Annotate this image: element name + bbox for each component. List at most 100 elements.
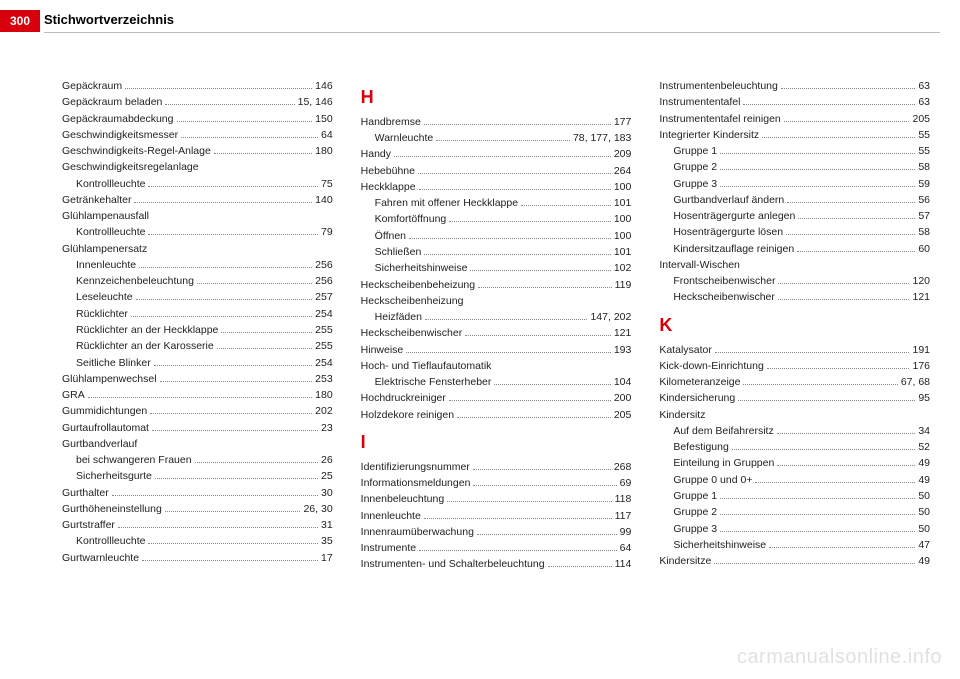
- leader-dots: [139, 267, 312, 268]
- index-entry-page: 25: [321, 468, 333, 484]
- index-subentry: Gruppe 0 und 0+49: [659, 472, 930, 488]
- leader-dots: [136, 299, 313, 300]
- index-entry-label: Befestigung: [673, 439, 728, 455]
- index-heading: Kindersitz: [659, 407, 930, 423]
- index-entry-page: 47: [918, 537, 930, 553]
- index-entry-label: Gurthöheneinstellung: [62, 501, 162, 517]
- index-entry-label: Geschwindigkeitsmesser: [62, 127, 178, 143]
- index-entry-label: Katalysator: [659, 342, 712, 358]
- leader-dots: [473, 469, 611, 470]
- index-entry-page: 23: [321, 420, 333, 436]
- index-entry-page: 117: [615, 508, 632, 524]
- index-entry-label: Gurthalter: [62, 485, 109, 501]
- leader-dots: [548, 566, 612, 567]
- leader-dots: [195, 462, 318, 463]
- index-entry-page: 205: [614, 407, 632, 423]
- leader-dots: [125, 88, 312, 89]
- leader-dots: [418, 173, 611, 174]
- index-entry: Katalysator191: [659, 342, 930, 358]
- index-entry-page: 75: [321, 176, 333, 192]
- page-number: 300: [10, 14, 30, 28]
- index-entry-page: 31: [321, 517, 333, 533]
- index-entry-label: Identifizierungsnummer: [361, 459, 470, 475]
- index-subentry: Warnleuchte78, 177, 183: [361, 130, 632, 146]
- index-entry-label: bei schwangeren Frauen: [76, 452, 192, 468]
- leader-dots: [720, 153, 915, 154]
- index-entry-label: Innenleuchte: [361, 508, 421, 524]
- leader-dots: [424, 254, 610, 255]
- leader-dots: [743, 384, 897, 385]
- index-subentry: Öffnen100: [361, 228, 632, 244]
- index-entry-label: Holzdekore reinigen: [361, 407, 454, 423]
- index-subentry: Gruppe 258: [659, 159, 930, 175]
- index-subentry: Kontrollleuchte75: [62, 176, 333, 192]
- leader-dots: [457, 417, 611, 418]
- index-entry-label: Kontrollleuchte: [76, 224, 145, 240]
- index-entry-label: Kick-down-Einrichtung: [659, 358, 763, 374]
- index-entry-label: Leseleuchte: [76, 289, 133, 305]
- index-entry-page: 268: [614, 459, 632, 475]
- index-entry-label: Innenleuchte: [76, 257, 136, 273]
- leader-dots: [797, 251, 915, 252]
- index-subentry: Seitliche Blinker 254: [62, 355, 333, 371]
- leader-dots: [473, 485, 616, 486]
- index-entry-label: Gruppe 1: [673, 488, 717, 504]
- index-entry-label: Gurtstraffer: [62, 517, 115, 533]
- index-entry-page: 58: [918, 224, 930, 240]
- index-entry: Gurthalter30: [62, 485, 333, 501]
- index-entry-page: 26, 30: [303, 501, 332, 517]
- index-entry: Getränkehalter140: [62, 192, 333, 208]
- index-subentry: Fahren mit offener Heckklappe101: [361, 195, 632, 211]
- index-entry: Gurtaufrollautomat23: [62, 420, 333, 436]
- leader-dots: [424, 124, 611, 125]
- leader-dots: [197, 283, 312, 284]
- index-entry-label: Kennzeichenbeleuchtung: [76, 273, 194, 289]
- index-column-1: Gepäckraum146Gepäckraum beladen15, 146Ge…: [62, 78, 333, 649]
- index-subentry: Schließen101: [361, 244, 632, 260]
- index-entry-page: 79: [321, 224, 333, 240]
- index-entry-label: Elektrische Fensterheber: [375, 374, 492, 390]
- index-subentry: Sicherheitshinweise102: [361, 260, 632, 276]
- leader-dots: [148, 186, 318, 187]
- index-subentry: Gruppe 350: [659, 521, 930, 537]
- leader-dots: [419, 189, 611, 190]
- index-columns: Gepäckraum146Gepäckraum beladen15, 146Ge…: [62, 78, 930, 649]
- index-entry: Informationsmeldungen69: [361, 475, 632, 491]
- index-entry-page: 57: [918, 208, 930, 224]
- leader-dots: [217, 348, 312, 349]
- index-entry-label: Gruppe 2: [673, 159, 717, 175]
- index-subentry: Hosenträgergurte lösen58: [659, 224, 930, 240]
- index-entry-page: 64: [620, 540, 632, 556]
- index-entry-label: Frontscheibenwischer: [673, 273, 775, 289]
- leader-dots: [165, 104, 294, 105]
- index-subentry: bei schwangeren Frauen26: [62, 452, 333, 468]
- index-entry-label: Kindersicherung: [659, 390, 735, 406]
- page-number-tab: 300: [0, 10, 40, 32]
- index-entry: Instrumententafel63: [659, 94, 930, 110]
- leader-dots: [177, 121, 313, 122]
- index-heading-label: Intervall-Wischen: [659, 257, 740, 273]
- index-entry: Hebebühne264: [361, 163, 632, 179]
- index-entry: Gepäckraum beladen15, 146: [62, 94, 333, 110]
- index-entry-label: Seitliche Blinker: [76, 355, 151, 371]
- index-entry-page: 49: [918, 455, 930, 471]
- leader-dots: [155, 478, 318, 479]
- index-heading: Gurtbandverlauf: [62, 436, 333, 452]
- index-entry-label: Gruppe 1: [673, 143, 717, 159]
- index-heading-label: Heckscheibenheizung: [361, 293, 464, 309]
- index-entry-page: 95: [918, 390, 930, 406]
- leader-dots: [784, 121, 910, 122]
- index-entry-page: 63: [918, 78, 930, 94]
- leader-dots: [181, 137, 318, 138]
- index-entry-page: 254: [315, 355, 333, 371]
- index-entry-label: Gurtwarnleuchte: [62, 550, 139, 566]
- leader-dots: [720, 531, 915, 532]
- index-entry-page: 254: [315, 306, 333, 322]
- index-entry-page: 100: [614, 179, 632, 195]
- index-entry-label: Geschwindigkeits-Regel-Anlage: [62, 143, 211, 159]
- index-entry-page: 63: [918, 94, 930, 110]
- index-entry-label: Informationsmeldungen: [361, 475, 471, 491]
- index-entry-label: Integrierter Kindersitz: [659, 127, 759, 143]
- index-entry: Gurtwarnleuchte17: [62, 550, 333, 566]
- index-entry: Heckscheibenbeheizung119: [361, 277, 632, 293]
